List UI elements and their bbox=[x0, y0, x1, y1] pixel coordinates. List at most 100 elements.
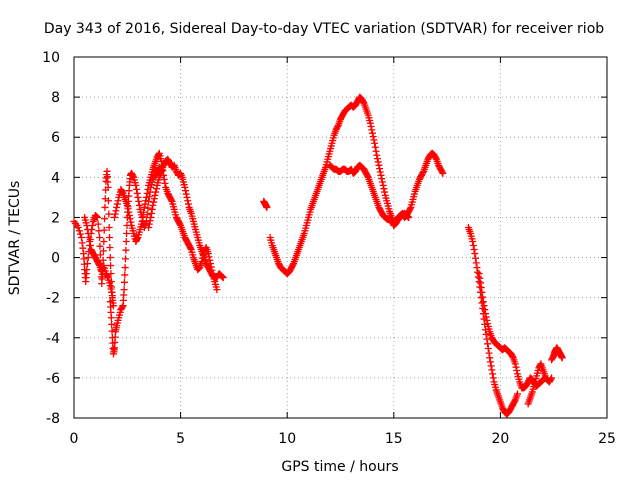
data-point-interp bbox=[479, 293, 487, 301]
data-point-interp bbox=[84, 254, 92, 262]
data-point-interp bbox=[150, 195, 158, 203]
data-point bbox=[475, 278, 483, 286]
data-point-interp bbox=[76, 230, 84, 238]
data-point-interp bbox=[142, 197, 150, 205]
data-point-interp bbox=[135, 197, 143, 205]
data-point bbox=[469, 238, 477, 246]
data-point-interp bbox=[144, 185, 152, 193]
data-point bbox=[106, 254, 114, 262]
data-point-interp bbox=[122, 255, 130, 263]
data-point-interp bbox=[472, 254, 480, 262]
data-point-interp bbox=[147, 209, 155, 217]
data-point bbox=[511, 360, 519, 368]
data-point-interp bbox=[112, 207, 120, 215]
data-point-interp bbox=[103, 272, 111, 280]
data-point-interp bbox=[378, 175, 386, 183]
data-point-interp bbox=[124, 205, 132, 213]
data-point-interp bbox=[152, 188, 160, 196]
data-point-interp bbox=[205, 253, 213, 261]
data-point bbox=[83, 266, 91, 274]
data-point-interp bbox=[476, 283, 484, 291]
data-point-interp bbox=[141, 200, 149, 208]
series-arc-9 bbox=[464, 223, 521, 418]
data-point-interp bbox=[101, 215, 109, 223]
data-point bbox=[263, 203, 271, 211]
data-point-interp bbox=[482, 313, 490, 321]
series-arc-2 bbox=[81, 213, 116, 300]
data-point bbox=[142, 193, 150, 201]
data-point-interp bbox=[155, 151, 163, 159]
data-point-interp bbox=[478, 288, 486, 296]
y-tick-label: 6 bbox=[51, 130, 60, 146]
x-tick-label: 25 bbox=[598, 431, 616, 447]
data-point-interp bbox=[476, 274, 484, 282]
data-point bbox=[486, 354, 494, 362]
data-point-interp bbox=[143, 189, 151, 197]
data-point bbox=[123, 201, 131, 209]
data-point-interp bbox=[438, 168, 446, 176]
data-point bbox=[140, 203, 148, 211]
data-point bbox=[122, 238, 130, 246]
data-point bbox=[213, 286, 221, 294]
data-point-interp bbox=[84, 229, 92, 237]
data-point-interp bbox=[133, 189, 141, 197]
data-point-interp bbox=[469, 242, 477, 250]
data-point-interp bbox=[486, 358, 494, 366]
data-point bbox=[96, 234, 104, 241]
data-point bbox=[513, 390, 521, 398]
series-arc-5 bbox=[145, 155, 227, 282]
data-point-interp bbox=[372, 147, 380, 155]
data-point-interp bbox=[489, 370, 497, 378]
data-point-interp bbox=[470, 246, 478, 254]
data-point-interp bbox=[96, 242, 104, 250]
data-point-interp bbox=[125, 208, 133, 216]
data-point bbox=[145, 223, 153, 231]
x-tick-label: 10 bbox=[278, 431, 296, 447]
data-point-interp bbox=[93, 213, 101, 221]
data-point-interp bbox=[139, 213, 147, 221]
y-tick-label: 10 bbox=[42, 50, 60, 66]
data-point bbox=[471, 250, 479, 258]
data-point-interp bbox=[334, 123, 342, 131]
data-point-interp bbox=[370, 136, 378, 144]
y-axis-label: SDTVAR / TECUs bbox=[7, 181, 23, 296]
data-point-interp bbox=[184, 200, 192, 208]
data-point bbox=[477, 284, 485, 292]
data-point-interp bbox=[167, 196, 175, 204]
data-point bbox=[121, 264, 129, 272]
data-point-interp bbox=[403, 212, 411, 220]
data-point-interp bbox=[106, 244, 114, 252]
data-point-interp bbox=[84, 225, 92, 233]
y-tick-label: -6 bbox=[46, 371, 60, 387]
series-arc-12 bbox=[548, 344, 566, 364]
data-point-interp bbox=[146, 217, 154, 225]
data-point bbox=[488, 366, 496, 374]
data-point-interp bbox=[374, 158, 382, 166]
data-point bbox=[125, 211, 133, 219]
data-point bbox=[479, 298, 487, 306]
data-point-interp bbox=[86, 242, 94, 250]
data-point-interp bbox=[404, 213, 412, 221]
data-point bbox=[473, 264, 481, 272]
data-point-interp bbox=[289, 261, 297, 269]
data-point-interp bbox=[161, 179, 169, 187]
data-point bbox=[120, 286, 128, 294]
data-point bbox=[366, 119, 374, 127]
data-point-interp bbox=[79, 244, 87, 252]
data-point-interp bbox=[94, 220, 102, 228]
data-point bbox=[134, 193, 142, 201]
data-point-interp bbox=[114, 197, 122, 205]
x-tick-label: 20 bbox=[491, 431, 509, 447]
y-tick-label: -8 bbox=[46, 411, 60, 427]
data-point-interp bbox=[133, 235, 141, 243]
data-point bbox=[151, 191, 159, 199]
data-point bbox=[85, 234, 93, 241]
data-point-interp bbox=[182, 190, 190, 198]
data-point bbox=[106, 282, 114, 290]
data-point bbox=[481, 310, 489, 318]
data-point-interp bbox=[482, 330, 490, 338]
data-point bbox=[541, 372, 549, 380]
data-point bbox=[111, 213, 119, 221]
